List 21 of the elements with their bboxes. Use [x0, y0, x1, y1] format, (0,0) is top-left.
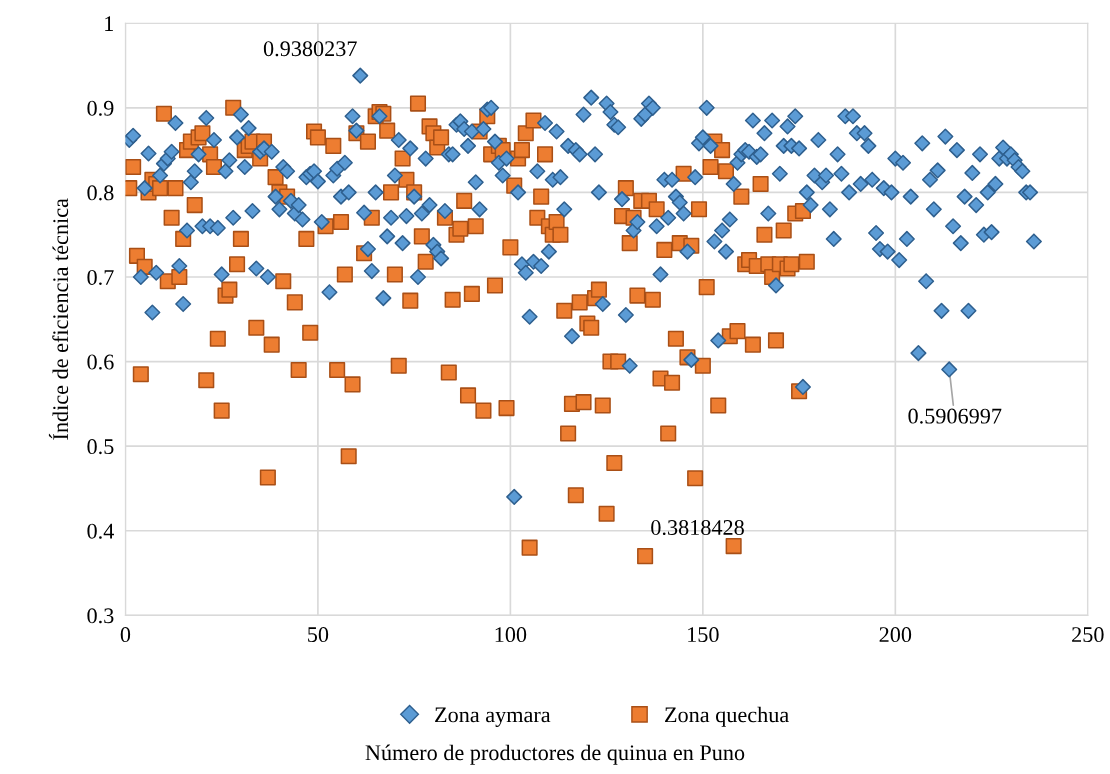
x-tick-label: 150	[688, 627, 719, 643]
x-axis-title: Número de productores de quinua en Puno	[365, 744, 745, 765]
annotation: 0.9380237	[263, 41, 357, 57]
y-axis-title: Índice de eficiencia técnica	[48, 198, 69, 440]
y-tick-label: 0.5	[87, 439, 114, 455]
x-tick-label: 100	[495, 627, 527, 643]
x-tick-label: 200	[879, 627, 912, 643]
x-tick-label: 250	[1072, 627, 1104, 643]
x-tick-label: 0	[120, 627, 131, 643]
legend-label: Zona quechua	[665, 706, 789, 727]
annotation: 0.5906997	[908, 408, 1002, 424]
legend-label: Zona aymara	[435, 707, 551, 727]
y-tick-label: 0.3	[87, 608, 114, 624]
y-tick-label: 0.4	[87, 523, 114, 539]
y-tick-label: 0.7	[87, 269, 114, 286]
x-tick-label: 50	[308, 627, 329, 643]
y-tick-label: 1	[105, 16, 113, 31]
annotation: 0.3818428	[651, 520, 744, 536]
y-tick-label: 0.8	[87, 185, 114, 201]
y-tick-label: 0.9	[87, 100, 114, 116]
y-tick-label: 0.6	[87, 354, 114, 370]
